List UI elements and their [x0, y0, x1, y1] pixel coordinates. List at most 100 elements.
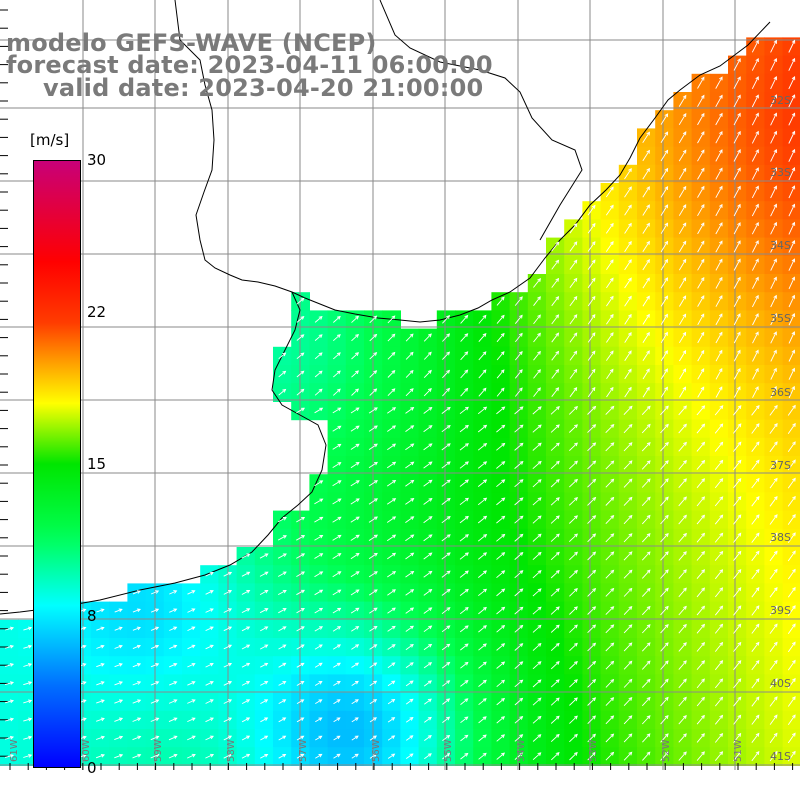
wind-arrow [714, 441, 724, 452]
wind-arrow [205, 753, 215, 759]
wind-arrow [787, 404, 796, 416]
wind-arrow [770, 203, 777, 217]
wind-arrow [260, 662, 269, 668]
wind-arrow [405, 698, 414, 705]
wind-arrow [205, 717, 214, 723]
wind-arrow [369, 370, 378, 378]
wind-arrow [788, 76, 796, 90]
wind-arrow [114, 699, 124, 704]
wind-arrow [460, 752, 469, 760]
wind-arrow [587, 332, 596, 343]
wind-arrow [624, 313, 632, 325]
wind-arrow [532, 479, 542, 488]
wind-arrow [423, 643, 433, 651]
wind-arrow [697, 277, 705, 289]
wind-arrow [733, 678, 742, 689]
wind-arrow [787, 732, 796, 744]
wind-arrow [442, 753, 451, 760]
wind-arrow [550, 478, 560, 488]
wind-arrow [752, 276, 759, 289]
wind-arrow [642, 295, 650, 307]
wind-arrow [550, 533, 560, 542]
wind-arrow [714, 605, 724, 616]
wind-arrow [715, 240, 723, 253]
wind-arrow [514, 497, 524, 506]
wind-arrow [169, 590, 178, 595]
wind-arrow [714, 477, 724, 489]
wind-arrow [442, 369, 451, 379]
wind-arrow [386, 479, 397, 487]
wind-arrow [23, 681, 33, 686]
wind-arrow [587, 259, 596, 270]
wind-arrow [132, 681, 142, 686]
wind-arrow [568, 442, 578, 452]
wind-arrow [514, 588, 524, 597]
wind-arrow [442, 680, 451, 687]
wind-arrow [114, 717, 124, 722]
wind-arrow [350, 425, 360, 432]
wind-arrow [715, 130, 723, 144]
wind-arrow [368, 571, 378, 578]
wind-arrow [788, 367, 795, 380]
wind-arrow [496, 387, 505, 397]
wind-arrow [241, 626, 251, 632]
wind-arrow [733, 240, 741, 253]
wind-arrow [96, 644, 105, 649]
colorbar-tick-30: 30 [87, 151, 107, 169]
wind-arrow [132, 699, 142, 704]
wind-arrow [387, 607, 396, 614]
wind-arrow [478, 752, 487, 760]
wind-arrow [678, 258, 687, 271]
lon-label-56w: 56W [371, 739, 382, 762]
wind-arrow [550, 642, 560, 652]
wind-arrow [496, 369, 505, 379]
wind-arrow [332, 498, 342, 505]
wind-arrow [787, 586, 796, 598]
wind-arrow [114, 626, 123, 631]
lat-label-33s: 33S [770, 166, 791, 179]
wind-arrow [587, 241, 596, 252]
wind-arrow [315, 735, 323, 741]
wind-arrow [697, 185, 705, 198]
wind-arrow [550, 442, 560, 451]
wind-arrow [623, 514, 633, 525]
wind-arrow [678, 514, 687, 525]
wind-arrow [369, 644, 378, 650]
wind-arrow [733, 149, 741, 162]
wind-arrow [587, 277, 596, 289]
wind-arrow [168, 699, 178, 704]
lat-lon-grid [0, 0, 800, 770]
wind-arrow [733, 714, 742, 725]
wind-arrow [405, 351, 414, 360]
wind-arrow [787, 641, 796, 653]
wind-arrow [223, 608, 233, 613]
wind-arrow [769, 459, 778, 471]
wind-arrow [605, 624, 615, 634]
wind-arrow [532, 588, 542, 597]
wind-arrow [642, 222, 650, 234]
wind-arrow [260, 753, 269, 759]
wind-arrow [550, 697, 560, 706]
wind-arrow [696, 696, 705, 707]
wind-arrow [678, 204, 687, 216]
wind-arrow [733, 568, 742, 580]
wind-arrow [660, 331, 668, 344]
wind-arrow [769, 423, 778, 434]
wind-arrow [187, 699, 196, 704]
wind-arrow [788, 94, 796, 108]
wind-arrow [569, 387, 578, 398]
wind-arrow [787, 550, 796, 562]
wind-arrow [315, 717, 323, 723]
wind-arrow [296, 681, 305, 686]
wind-arrow [660, 460, 669, 470]
wind-arrow [660, 167, 669, 180]
wind-arrow [752, 294, 759, 308]
wind-arrow [660, 277, 668, 289]
wind-arrow [787, 605, 796, 616]
wind-arrow [715, 185, 723, 198]
wind-arrow [496, 588, 506, 597]
wind-arrow [751, 659, 760, 671]
wind-arrow [205, 681, 214, 686]
wind-arrow [769, 641, 778, 653]
wind-arrow [660, 678, 669, 688]
